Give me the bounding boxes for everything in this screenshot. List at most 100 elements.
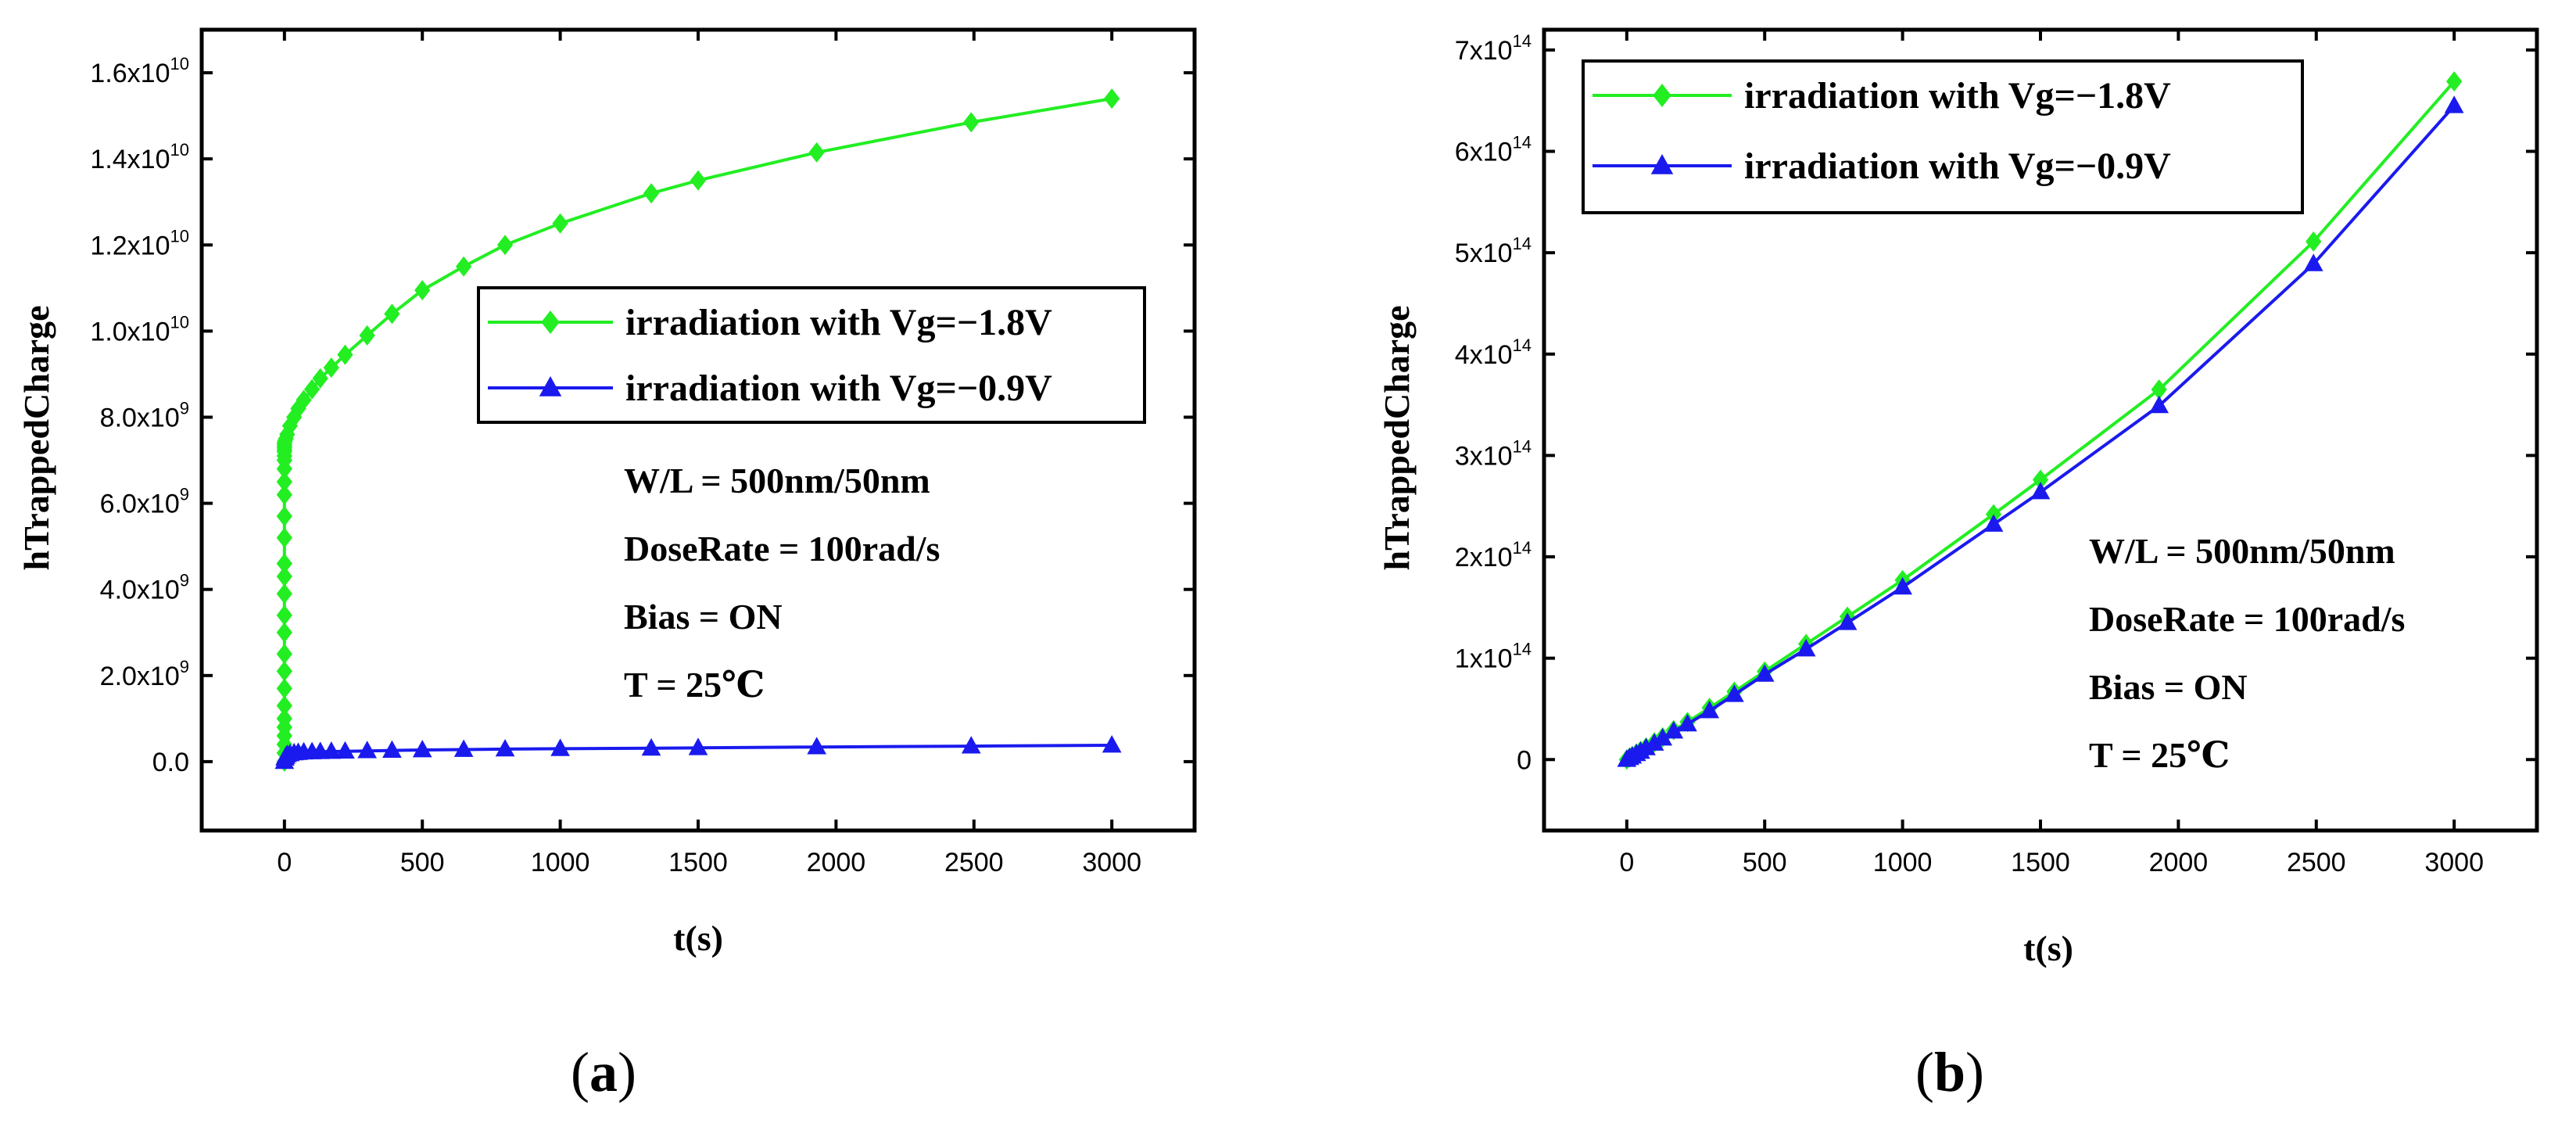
legend-entry-label: irradiation with Vg=−1.8V bbox=[1744, 75, 2171, 117]
panel-label-close: ) bbox=[618, 1041, 636, 1103]
data-point-1 bbox=[414, 280, 431, 301]
x-tick-label: 0 bbox=[277, 848, 292, 877]
x-tick-label: 2000 bbox=[2149, 848, 2209, 877]
y-tick-mantissa: 1.4x10 bbox=[90, 145, 170, 174]
data-point-2 bbox=[1644, 733, 1664, 751]
data-point-1 bbox=[337, 344, 353, 365]
data-point-2 bbox=[641, 737, 661, 756]
data-point-1 bbox=[276, 605, 292, 626]
y-tick-label: 1.6x1010 bbox=[90, 54, 189, 88]
y-tick-label: 3x1014 bbox=[1455, 436, 1532, 471]
data-point-1 bbox=[690, 170, 707, 191]
y-tick-mantissa: 6.0x10 bbox=[100, 490, 180, 519]
data-point-1 bbox=[323, 357, 339, 379]
x-tick-label: 2500 bbox=[944, 848, 1004, 877]
data-point-1 bbox=[384, 303, 400, 325]
y-tick-label: 5x1014 bbox=[1455, 234, 1532, 268]
data-point-2 bbox=[1653, 728, 1673, 746]
data-point-2 bbox=[1893, 576, 1912, 595]
y-tick-exponent: 14 bbox=[1513, 234, 1532, 253]
legend-box bbox=[1582, 59, 2304, 214]
y-tick-label: 6x1014 bbox=[1455, 133, 1532, 167]
y-tick-label: 0.0 bbox=[152, 748, 189, 777]
data-point-2 bbox=[495, 738, 515, 757]
y-tick-exponent: 10 bbox=[170, 54, 189, 74]
y-tick-mantissa: 7x10 bbox=[1455, 36, 1513, 66]
y-tick-label: 1.0x1010 bbox=[90, 312, 189, 346]
y-tick-exponent: 9 bbox=[180, 485, 189, 504]
data-point-2 bbox=[335, 741, 355, 759]
data-point-2 bbox=[453, 739, 474, 757]
y-tick-mantissa: 4.0x10 bbox=[100, 576, 180, 605]
y-tick-mantissa: 1.6x10 bbox=[90, 59, 170, 88]
x-tick-label: 1000 bbox=[1873, 848, 1933, 877]
data-point-1 bbox=[276, 644, 292, 665]
x-tick-label: 500 bbox=[400, 848, 445, 877]
y-tick-exponent: 14 bbox=[1513, 335, 1532, 355]
data-point-1 bbox=[2151, 379, 2167, 400]
y-tick-mantissa: 2.0x10 bbox=[100, 662, 180, 691]
legend-swatch-marker bbox=[541, 310, 560, 334]
data-point-1 bbox=[963, 112, 980, 133]
panel-label: (a) bbox=[571, 1041, 636, 1103]
data-point-1 bbox=[276, 566, 292, 587]
y-tick-label: 1.4x1010 bbox=[90, 140, 189, 174]
panel-label-letter: b bbox=[1934, 1041, 1965, 1103]
y-tick-label: 2x1014 bbox=[1455, 538, 1532, 572]
data-point-1 bbox=[276, 553, 292, 574]
annotation-text: Bias = ON bbox=[624, 597, 783, 637]
x-tick-label: 3000 bbox=[1082, 848, 1141, 877]
y-tick-mantissa: 5x10 bbox=[1455, 239, 1513, 268]
legend-swatch-marker bbox=[1650, 154, 1674, 174]
annotation-text: T = 25℃ bbox=[624, 665, 765, 705]
legend-entry-label: irradiation with Vg=−1.8V bbox=[625, 302, 1052, 343]
data-point-2 bbox=[1664, 720, 1684, 739]
data-point-2 bbox=[961, 736, 981, 754]
y-tick-mantissa: 1.0x10 bbox=[90, 317, 170, 346]
data-point-2 bbox=[1678, 713, 1697, 732]
data-point-1 bbox=[455, 256, 472, 277]
data-point-1 bbox=[496, 235, 514, 256]
data-point-2 bbox=[2444, 95, 2464, 113]
data-point-2 bbox=[382, 740, 402, 758]
y-axis-title: hTrappedCharge bbox=[16, 305, 56, 570]
y-tick-exponent: 9 bbox=[180, 571, 189, 590]
x-tick-label: 3000 bbox=[2424, 848, 2484, 877]
data-point-2 bbox=[321, 741, 342, 759]
data-point-1 bbox=[276, 708, 292, 729]
y-tick-exponent: 14 bbox=[1513, 640, 1532, 659]
x-axis-title: t(s) bbox=[673, 918, 723, 958]
y-tick-label: 1x1014 bbox=[1455, 640, 1532, 674]
y-tick-exponent: 10 bbox=[170, 312, 189, 332]
y-tick-exponent: 9 bbox=[180, 657, 189, 676]
data-point-1 bbox=[2446, 71, 2463, 92]
annotation-text: Bias = ON bbox=[2089, 667, 2248, 707]
panel-label-open: ( bbox=[571, 1041, 589, 1103]
data-point-2 bbox=[1636, 737, 1656, 755]
data-point-1 bbox=[312, 368, 328, 389]
data-point-1 bbox=[2306, 231, 2322, 252]
legend-entry-label: irradiation with Vg=−0.9V bbox=[1744, 145, 2171, 187]
data-point-2 bbox=[357, 741, 378, 759]
data-point-1 bbox=[276, 484, 292, 505]
x-axis-title: t(s) bbox=[2023, 928, 2073, 968]
y-tick-exponent: 14 bbox=[1513, 31, 1532, 51]
y-tick-mantissa: 2x10 bbox=[1455, 543, 1513, 572]
y-axis-title: hTrappedCharge bbox=[1377, 305, 1417, 570]
panel-label-open: ( bbox=[1915, 1041, 1934, 1103]
y-tick-label: 2.0x109 bbox=[100, 657, 189, 691]
y-tick-exponent: 14 bbox=[1513, 436, 1532, 456]
legend-swatch-marker bbox=[539, 376, 562, 396]
data-point-2 bbox=[688, 737, 708, 755]
annotation-text: W/L = 500nm/50nm bbox=[2089, 531, 2395, 571]
chart-panel-a: 0 500 1000 1500 2000 2500 30000.02.0x1094.0x10… bbox=[16, 27, 1197, 1103]
y-tick-mantissa: 0.0 bbox=[152, 748, 189, 777]
data-point-1 bbox=[276, 527, 292, 548]
y-tick-mantissa: 1x10 bbox=[1455, 644, 1513, 674]
data-point-1 bbox=[276, 622, 292, 643]
legend-swatch-marker bbox=[1653, 84, 1671, 107]
panel-label-letter: a bbox=[589, 1041, 618, 1103]
data-point-1 bbox=[643, 183, 660, 204]
data-point-2 bbox=[1754, 664, 1775, 682]
